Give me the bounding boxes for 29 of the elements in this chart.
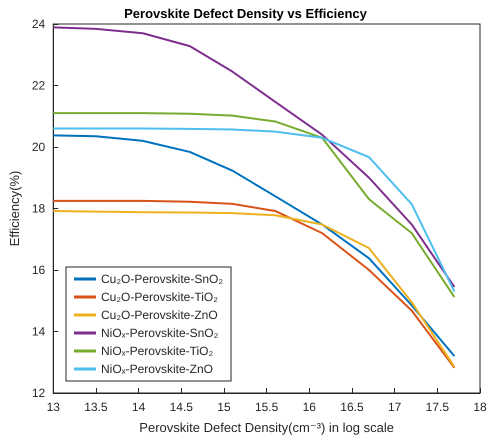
x-axis-title: Perovskite Defect Density(cm⁻³) in log scale bbox=[139, 420, 394, 435]
x-tick-label: 18 bbox=[473, 400, 487, 414]
y-tick-label: 14 bbox=[32, 324, 46, 338]
legend-label: Cu₂O-Perovskite-TiO₂ bbox=[101, 290, 218, 304]
y-tick-label: 20 bbox=[32, 140, 46, 154]
legend-label: NiOₓ-Perovskite-TiO₂ bbox=[101, 344, 214, 358]
y-axis-title: Efficiency(%) bbox=[7, 170, 22, 246]
x-tick-label: 13 bbox=[46, 400, 60, 414]
x-tick-label: 16 bbox=[302, 400, 316, 414]
x-tick-label: 15.5 bbox=[254, 400, 279, 414]
x-tick-label: 17 bbox=[388, 400, 402, 414]
x-tick-label: 13.5 bbox=[84, 400, 108, 414]
x-tick-label: 17.5 bbox=[426, 400, 450, 414]
legend-label: NiOₓ-Perovskite-SnO₂ bbox=[101, 326, 219, 340]
legend-label: NiOₓ-Perovskite-ZnO bbox=[101, 362, 213, 376]
x-tick-label: 15 bbox=[217, 400, 231, 414]
line-series bbox=[52, 26, 456, 288]
x-tick-label: 16.5 bbox=[340, 400, 364, 414]
y-tick-label: 24 bbox=[32, 17, 46, 31]
chart-title: Perovskite Defect Density vs Efficiency bbox=[124, 6, 368, 21]
y-tick-label: 16 bbox=[32, 263, 46, 277]
line-series bbox=[52, 134, 456, 358]
x-tick-label: 14.5 bbox=[170, 400, 194, 414]
y-tick-label: 18 bbox=[32, 202, 46, 216]
x-tick-label: 14 bbox=[132, 400, 146, 414]
legend-label: Cu₂O-Perovskite-SnO₂ bbox=[101, 272, 224, 286]
y-tick-label: 22 bbox=[32, 78, 46, 92]
legend-label: Cu₂O-Perovskite-ZnO bbox=[101, 308, 218, 322]
y-tick-label: 12 bbox=[32, 386, 46, 400]
